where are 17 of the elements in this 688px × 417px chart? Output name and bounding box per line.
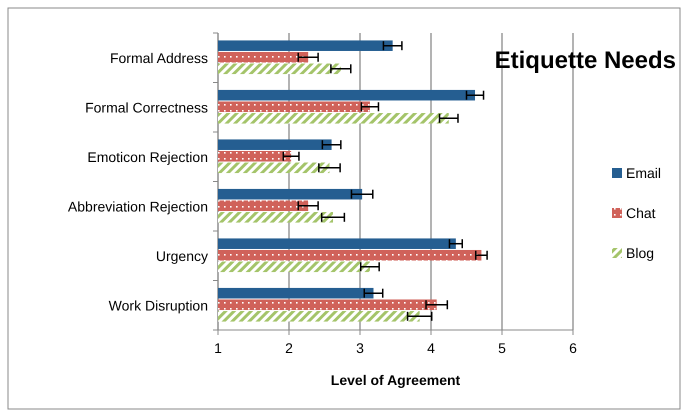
y-tick-label: Urgency — [156, 248, 208, 264]
y-tick-label: Formal Address — [110, 50, 208, 66]
x-tick-label: 4 — [427, 340, 436, 356]
x-tick-label: 1 — [214, 340, 222, 356]
y-tick-label: Work Disruption — [108, 297, 208, 314]
y-tick-label: Formal Correctness — [85, 99, 208, 116]
x-tick-label: 2 — [285, 340, 294, 356]
legend-label: Email — [626, 165, 662, 181]
x-tick-label: 3 — [356, 340, 364, 356]
y-tick-label: Abbreviation Rejection — [68, 198, 208, 214]
text: Etiquette Needs — [494, 47, 676, 74]
y-tick-label: Emoticon Rejection — [87, 148, 208, 165]
x-tick-label: 5 — [498, 340, 506, 356]
x-axis-title: Level of Agreement — [330, 372, 461, 388]
legend-label: Blog — [626, 245, 654, 261]
legend-label: Chat — [626, 205, 656, 221]
x-tick-label: 6 — [569, 340, 578, 356]
